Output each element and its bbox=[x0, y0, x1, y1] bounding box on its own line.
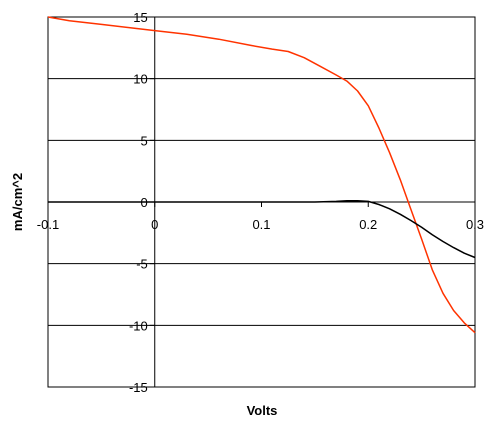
y-tick-label: -10 bbox=[129, 318, 148, 333]
x-tick-label: 0 bbox=[151, 217, 158, 232]
y-tick-label: 10 bbox=[133, 72, 147, 87]
y-tick-label: 15 bbox=[133, 10, 147, 25]
y-axis-title: mA/cm^2 bbox=[10, 173, 25, 231]
y-tick-label: 0 bbox=[141, 195, 148, 210]
series-line-red bbox=[47, 16, 476, 334]
y-tick-label: -5 bbox=[136, 257, 148, 272]
x-tick-label: 0.1 bbox=[252, 217, 270, 232]
x-axis-title: Volts bbox=[247, 403, 278, 418]
x-tick-label: -0.1 bbox=[37, 217, 59, 232]
y-tick-label: 5 bbox=[141, 133, 148, 148]
series-lines bbox=[47, 16, 476, 334]
tick-labels: 15 10 5 0 -5 -10 -15 -0.1 0 0.1 0.2 0.3 bbox=[37, 10, 484, 395]
series-line-black bbox=[48, 200, 476, 259]
x-tick-label: 0.2 bbox=[359, 217, 377, 232]
x-tick-label: 0.3 bbox=[466, 217, 484, 232]
y-tick-label: -15 bbox=[129, 380, 148, 395]
